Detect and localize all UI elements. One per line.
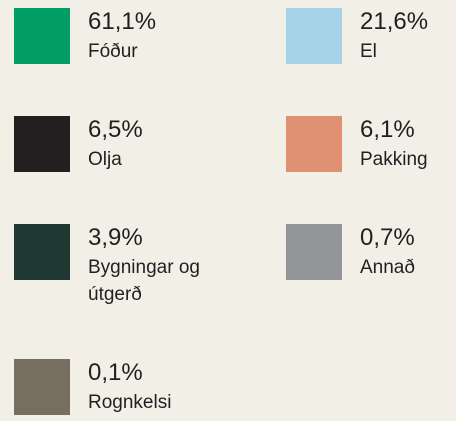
value: 0,1% [88,359,143,386]
label: Bygningar og útgerð [88,257,200,305]
swatch [14,359,70,415]
legend-text: 0,7% Annað [360,224,415,281]
label: Fóður [88,41,138,62]
swatch [286,8,342,64]
label: Rognkelsi [88,392,172,413]
legend-text: 3,9% Bygningar og útgerð [88,224,228,308]
legend-item: 6,1% Pakking [286,116,456,173]
value: 6,5% [88,116,143,143]
legend-item: 3,9% Bygningar og útgerð [14,224,286,308]
value: 0,7% [360,224,415,251]
legend-text: 21,6% El [360,8,428,65]
swatch [14,224,70,280]
legend-item: 0,1% Rognkelsi [14,359,286,416]
swatch [14,116,70,172]
value: 21,6% [360,8,429,35]
legend-item: 21,6% El [286,8,456,65]
legend-item: 6,5% Olja [14,116,286,173]
swatch [14,8,70,64]
value: 61,1% [88,8,157,35]
legend-item: 0,7% Annað [286,224,456,308]
legend-text: 6,5% Olja [88,116,143,173]
legend-text: 61,1% Fóður [88,8,156,65]
swatch [286,116,342,172]
label: Annað [360,257,415,278]
legend-item: 61,1% Fóður [14,8,286,65]
label: El [360,41,377,62]
label: Pakking [360,149,428,170]
value: 3,9% [88,224,143,251]
value: 6,1% [360,116,415,143]
legend-text: 0,1% Rognkelsi [88,359,171,416]
legend-text: 6,1% Pakking [360,116,428,173]
label: Olja [88,149,122,170]
swatch [286,224,342,280]
